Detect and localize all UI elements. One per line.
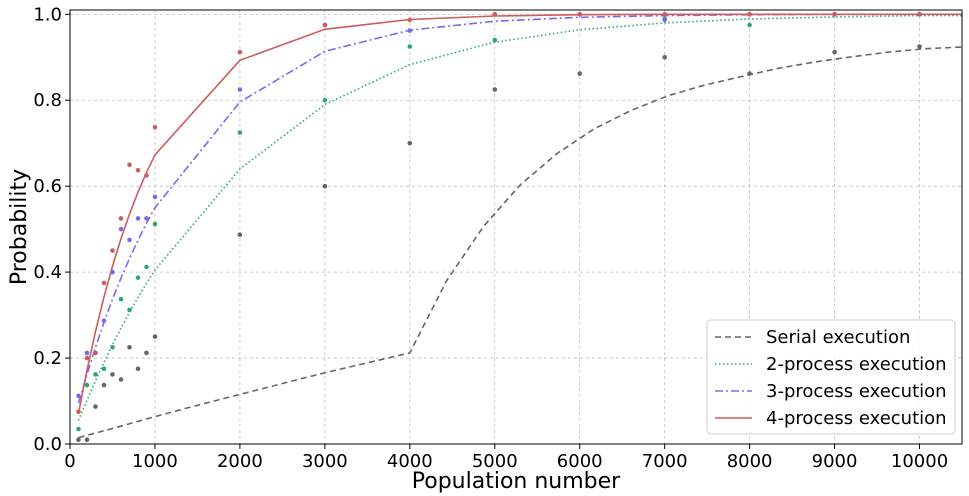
data-point (917, 12, 922, 17)
x-tick-label: 0 (64, 451, 75, 472)
y-tick-label: 0.4 (33, 262, 62, 283)
plot-frame (69, 9, 963, 445)
data-point (577, 71, 582, 76)
legend: Serial execution 2-process execution 3-pro… (706, 319, 956, 435)
x-tick-label: 6000 (557, 451, 603, 472)
data-point (152, 221, 158, 227)
y-tick-label: 0.8 (33, 90, 62, 111)
data-point (747, 71, 752, 76)
data-points (76, 12, 922, 443)
data-point (322, 97, 328, 103)
data-point (747, 12, 752, 17)
y-tick-label: 1.0 (33, 4, 62, 25)
data-point (110, 345, 115, 350)
data-point (832, 49, 837, 55)
data-point (118, 226, 124, 232)
fit-curve-1 (78, 46, 963, 439)
data-point (152, 125, 158, 130)
data-point (84, 350, 90, 356)
data-point (237, 130, 243, 135)
data-point (747, 22, 752, 28)
data-point (127, 237, 132, 243)
data-point (144, 264, 149, 270)
data-point (84, 355, 90, 361)
fit-curve-4 (77, 13, 962, 414)
data-point (237, 232, 243, 237)
data-point (917, 44, 922, 49)
data-point (152, 194, 158, 200)
x-tick-label: 9000 (812, 451, 858, 472)
x-tick-label: 8000 (727, 451, 773, 472)
data-point (152, 334, 158, 339)
x-tick-label: 4000 (387, 451, 433, 472)
data-point (93, 372, 98, 377)
data-point (118, 216, 124, 221)
data-point (84, 437, 90, 443)
x-axis-label: Population number (412, 469, 621, 494)
data-point (84, 382, 90, 388)
y-axis-label: Probability (7, 169, 32, 285)
data-point (492, 12, 498, 17)
x-tick-label: 2000 (217, 451, 263, 472)
data-point (135, 275, 141, 281)
data-point (135, 366, 141, 372)
legend-box (706, 319, 956, 435)
data-point (407, 17, 413, 23)
fit-curve-3 (77, 13, 962, 404)
y-tick-label: 0.0 (33, 434, 62, 455)
data-point (135, 216, 141, 221)
data-point (237, 87, 243, 92)
data-point (101, 318, 107, 324)
legend-label: Serial execution (766, 327, 910, 348)
data-point (135, 168, 141, 173)
fit-curves (77, 13, 963, 439)
x-tick-label: 10000 (891, 451, 948, 472)
x-tick-label: 1000 (132, 451, 178, 472)
x-tick-label: 5000 (472, 451, 518, 472)
legend-label: 3-process execution (766, 381, 947, 402)
data-point (118, 296, 124, 302)
data-point (407, 44, 413, 49)
data-point (237, 49, 243, 55)
data-point (76, 426, 81, 432)
data-point (101, 366, 107, 372)
data-point (93, 350, 98, 356)
data-point (144, 216, 149, 221)
data-point (76, 409, 81, 415)
data-point (144, 350, 149, 356)
data-point (101, 382, 107, 388)
data-point (662, 12, 667, 17)
data-point (662, 17, 667, 23)
data-point (76, 393, 81, 399)
data-point (832, 12, 837, 17)
data-point (110, 269, 115, 275)
x-tick-label: 3000 (302, 451, 348, 472)
data-point (127, 345, 132, 350)
data-point (101, 280, 107, 286)
y-axis: 0.0 0.2 0.4 0.6 0.8 1.0 (33, 4, 70, 455)
data-point (93, 404, 98, 409)
data-point (110, 248, 115, 253)
legend-label: 4-process execution (766, 408, 947, 429)
data-point (127, 307, 132, 313)
data-point (492, 37, 498, 43)
data-point (407, 140, 413, 146)
data-point (76, 437, 81, 443)
x-axis: 0 1000 2000 3000 4000 5000 6000 7000 8000 9000 100… (64, 444, 948, 472)
data-point (322, 22, 328, 28)
data-point (577, 12, 582, 17)
data-point (322, 183, 328, 189)
data-point (110, 372, 115, 377)
data-point (407, 28, 413, 33)
legend-label: 2-process execution (766, 354, 947, 375)
data-point (144, 173, 149, 178)
data-point (662, 55, 667, 60)
data-point (492, 87, 498, 92)
data-point (127, 162, 132, 167)
x-tick-label: 7000 (642, 451, 688, 472)
data-point (118, 377, 124, 382)
y-tick-label: 0.2 (33, 348, 62, 369)
y-tick-label: 0.6 (33, 176, 62, 197)
